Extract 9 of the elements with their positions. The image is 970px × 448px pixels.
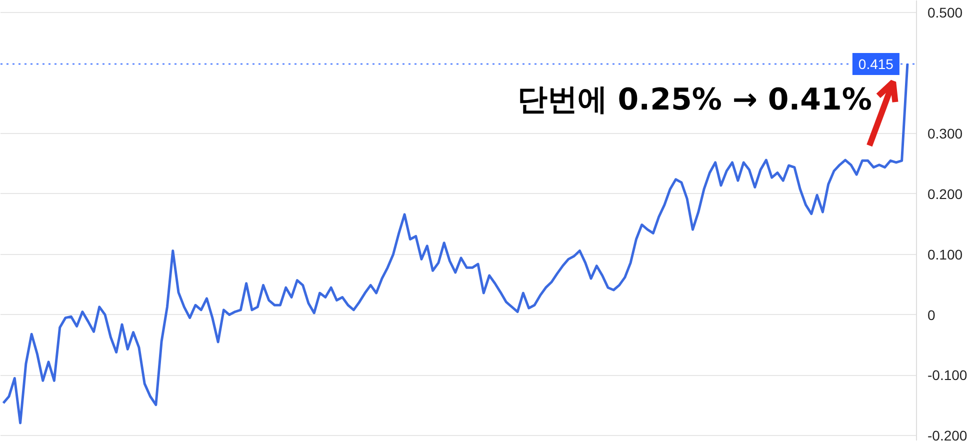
- annotation: 단번에 0.25% → 0.41%: [517, 82, 872, 118]
- y-tick-label: 0.100: [928, 246, 963, 262]
- y-tick-label: 0.200: [928, 186, 963, 202]
- y-tick-label: 0.300: [928, 125, 963, 142]
- y-tick-label: -0.100: [928, 367, 968, 384]
- y-tick-label: -0.200: [928, 428, 968, 444]
- y-tick-label: 0.500: [928, 4, 963, 21]
- ref-line-label: 0.415: [858, 56, 894, 72]
- y-tick-label: 0: [928, 306, 936, 323]
